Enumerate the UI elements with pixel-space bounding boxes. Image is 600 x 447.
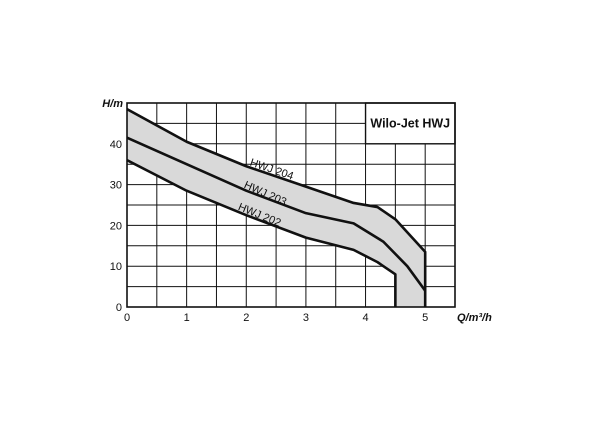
- series-line-hwj-202: [126, 158, 397, 307]
- plot-frame: [126, 102, 456, 308]
- tick-labels: 0 1 2 3 4 5 0 10 20 30 40: [110, 139, 428, 324]
- series-line-hwj-203: [126, 136, 427, 292]
- x-tick-label: 2: [243, 312, 249, 324]
- x-tick-label: 5: [422, 312, 428, 324]
- x-axis-label: Q/m³/h: [457, 312, 492, 324]
- title-box: [364, 102, 456, 145]
- y-axis-label: H/m: [102, 98, 123, 110]
- x-tick-label: 3: [303, 312, 309, 324]
- series-lines: [126, 107, 427, 307]
- series-line-hwj-204: [126, 107, 427, 307]
- x-tick-label: 4: [362, 312, 368, 324]
- chart-title: Wilo-Jet HWJ: [370, 116, 450, 130]
- x-tick-label: 1: [184, 312, 190, 324]
- y-tick-label: 10: [110, 261, 122, 273]
- y-tick-label: 30: [110, 180, 122, 192]
- y-tick-label: 0: [116, 302, 122, 314]
- y-tick-label: 20: [110, 220, 122, 232]
- shaded-band: [127, 109, 426, 308]
- y-tick-label: 40: [110, 139, 122, 151]
- axes: [126, 102, 456, 308]
- operating-range-band: [127, 109, 426, 308]
- x-tick-label: 0: [124, 312, 130, 324]
